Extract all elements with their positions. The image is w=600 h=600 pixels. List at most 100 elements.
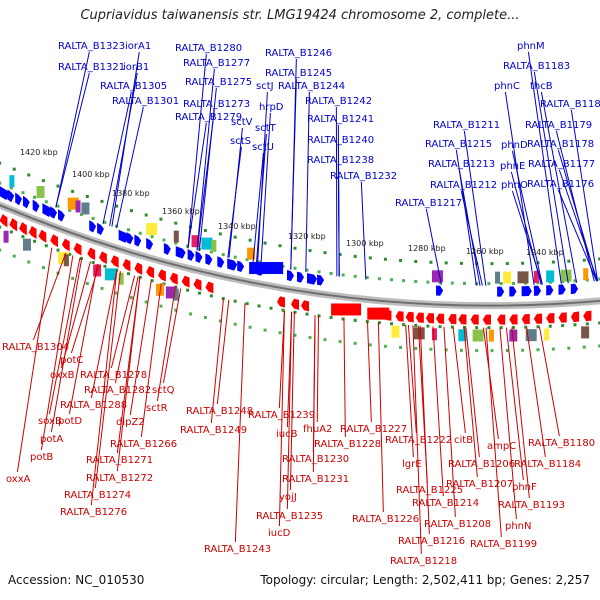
tick-mark (414, 279, 418, 283)
forward-gene-label: RALTA_B1241 (307, 114, 374, 125)
forward-gene (533, 285, 542, 296)
gene-block (75, 200, 81, 213)
gene-block (3, 230, 9, 243)
tick-mark (56, 184, 60, 188)
leader-line (260, 112, 271, 265)
reverse-gene (301, 300, 310, 312)
kbp-label: 1320 kbp (288, 232, 326, 241)
tick-mark (12, 254, 16, 258)
gene-block (118, 272, 124, 285)
tick-mark (426, 280, 430, 284)
tick-mark (44, 244, 48, 248)
reverse-gene (205, 281, 214, 294)
reverse-gene-label: potC (60, 355, 83, 366)
forward-gene (22, 195, 30, 209)
forward-gene-label: RALTA_B1181 (540, 99, 600, 110)
forward-leader-lines (55, 51, 599, 286)
tick-mark (218, 319, 222, 323)
tick-mark (115, 268, 119, 272)
leader-line (499, 327, 517, 520)
tick-mark (27, 260, 31, 264)
reverse-gene-label: RALTA_B1248 (186, 406, 253, 417)
reverse-gene-label: RALTA_B1271 (86, 455, 153, 466)
tick-mark (159, 217, 163, 221)
tick-mark (56, 248, 60, 252)
leader-line (48, 257, 81, 415)
tick-mark (475, 262, 479, 266)
tick-mark (598, 344, 600, 348)
forward-gene-label: RALTA_B1177 (528, 159, 595, 170)
reverse-gene-label: RALTA_B1208 (424, 519, 491, 530)
forward-gene-label: RALTA_B1242 (305, 96, 372, 107)
reverse-gene-label: RALTA_B1239 (248, 410, 315, 421)
tick-mark (377, 321, 381, 325)
forward-gene (97, 222, 104, 236)
tick-mark (567, 259, 571, 263)
forward-gene (126, 232, 134, 245)
forward-gene (546, 285, 554, 296)
forward-gene (163, 242, 171, 255)
forward-gene (205, 253, 213, 266)
reverse-gene-label: RALTA_B1230 (282, 454, 349, 465)
leader-line (465, 327, 480, 458)
tick-mark (44, 200, 48, 204)
tick-mark (144, 300, 148, 304)
leader-line (555, 130, 595, 282)
tick-mark (174, 241, 178, 245)
reverse-gene (0, 214, 8, 228)
tick-mark (100, 199, 104, 203)
tick-mark (41, 266, 45, 270)
tick-mark (487, 326, 491, 330)
gene-block (63, 254, 69, 267)
leader-line (432, 326, 444, 497)
tick-mark (159, 304, 163, 308)
leader-line (511, 327, 530, 499)
tick-mark (174, 221, 178, 225)
tick-mark (103, 264, 107, 268)
gene-block (211, 239, 217, 252)
leader-line (570, 109, 599, 282)
tick-mark (475, 349, 479, 353)
forward-gene-label: RALTA_B1301 (112, 96, 179, 107)
map-title: Cupriavidus taiwanensis str. LMG19424 ch… (80, 8, 520, 23)
tick-mark (438, 325, 442, 329)
tick-mark (353, 274, 357, 278)
gene-block (488, 329, 494, 342)
gene-block (36, 186, 45, 199)
forward-gene (317, 274, 325, 286)
tick-mark (79, 256, 83, 260)
leader-line (210, 298, 224, 424)
reverse-gene (50, 234, 58, 248)
gene-block (165, 286, 177, 299)
tick-mark (293, 266, 297, 270)
chromosome-backbone (0, 201, 600, 310)
leader-line (116, 277, 141, 472)
reverse-gene-label: RALTA_B1180 (528, 438, 595, 449)
leader-line (94, 271, 121, 489)
forward-gene (0, 186, 10, 201)
tick-mark (429, 347, 433, 351)
tick-mark (21, 191, 25, 195)
tick-mark (71, 276, 75, 280)
forward-gene-label: hrpD (259, 102, 284, 113)
tick-mark (103, 220, 107, 224)
reverse-gene (181, 275, 190, 288)
tick-mark (33, 195, 37, 199)
tick-mark (353, 318, 357, 322)
forward-gene-label: RALTA_B1321 (58, 62, 125, 73)
leader-line (538, 326, 560, 437)
forward-gene-label: RALTA_B1178 (527, 139, 594, 150)
leader-line (140, 283, 162, 438)
forward-gene-label: RALTA_B1179 (525, 120, 592, 131)
tick-mark (561, 324, 565, 328)
tick-mark (505, 349, 509, 353)
leader-line (216, 299, 230, 405)
forward-gene (570, 283, 579, 295)
leader-line (425, 208, 442, 285)
reverse-gene-label: citB (454, 435, 473, 446)
reverse-gene (546, 313, 555, 324)
forward-gene-label: sctS (230, 136, 251, 147)
reverse-gene-label: RALTA_B1249 (180, 425, 247, 436)
forward-gene (558, 284, 566, 295)
kbp-label: 1260 kbp (466, 247, 504, 256)
